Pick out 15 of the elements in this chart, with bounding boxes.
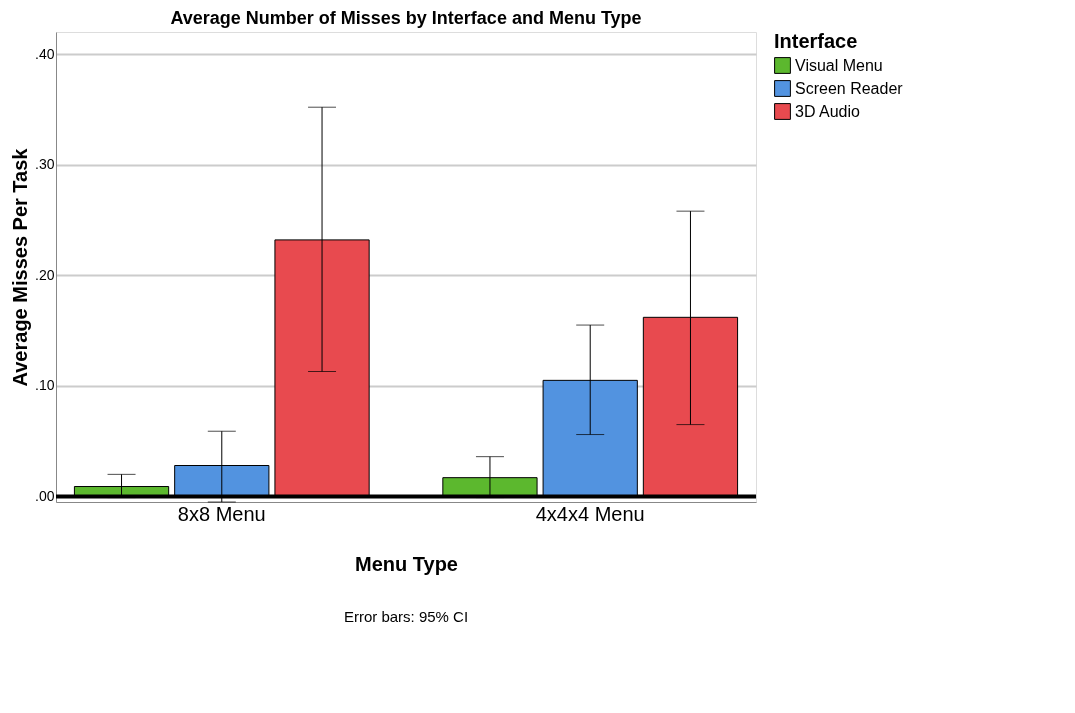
y-tick-label: .30 <box>35 156 55 173</box>
legend-title: Interface <box>774 30 858 52</box>
x-tick-label: 4x4x4 Menu <box>535 502 645 525</box>
legend-label: Visual Menu <box>795 56 883 74</box>
y-tick-label: .40 <box>35 45 55 62</box>
y-axis-title: Average Misses Per Task <box>9 147 32 387</box>
y-tick-label: .20 <box>35 266 55 283</box>
legend-label: 3D Audio <box>795 102 861 120</box>
text: Error bars: 95% CI <box>343 608 469 625</box>
x-axis-title: Menu Type <box>355 552 458 575</box>
y-tick-label: .10 <box>35 377 55 394</box>
x-tick-label: 8x8 Menu <box>177 502 266 525</box>
legend-label: Screen Reader <box>795 79 904 97</box>
y-tick-label: .00 <box>35 487 55 504</box>
chart-title: Average Number of Misses by Interface and Menu Type <box>170 8 642 28</box>
